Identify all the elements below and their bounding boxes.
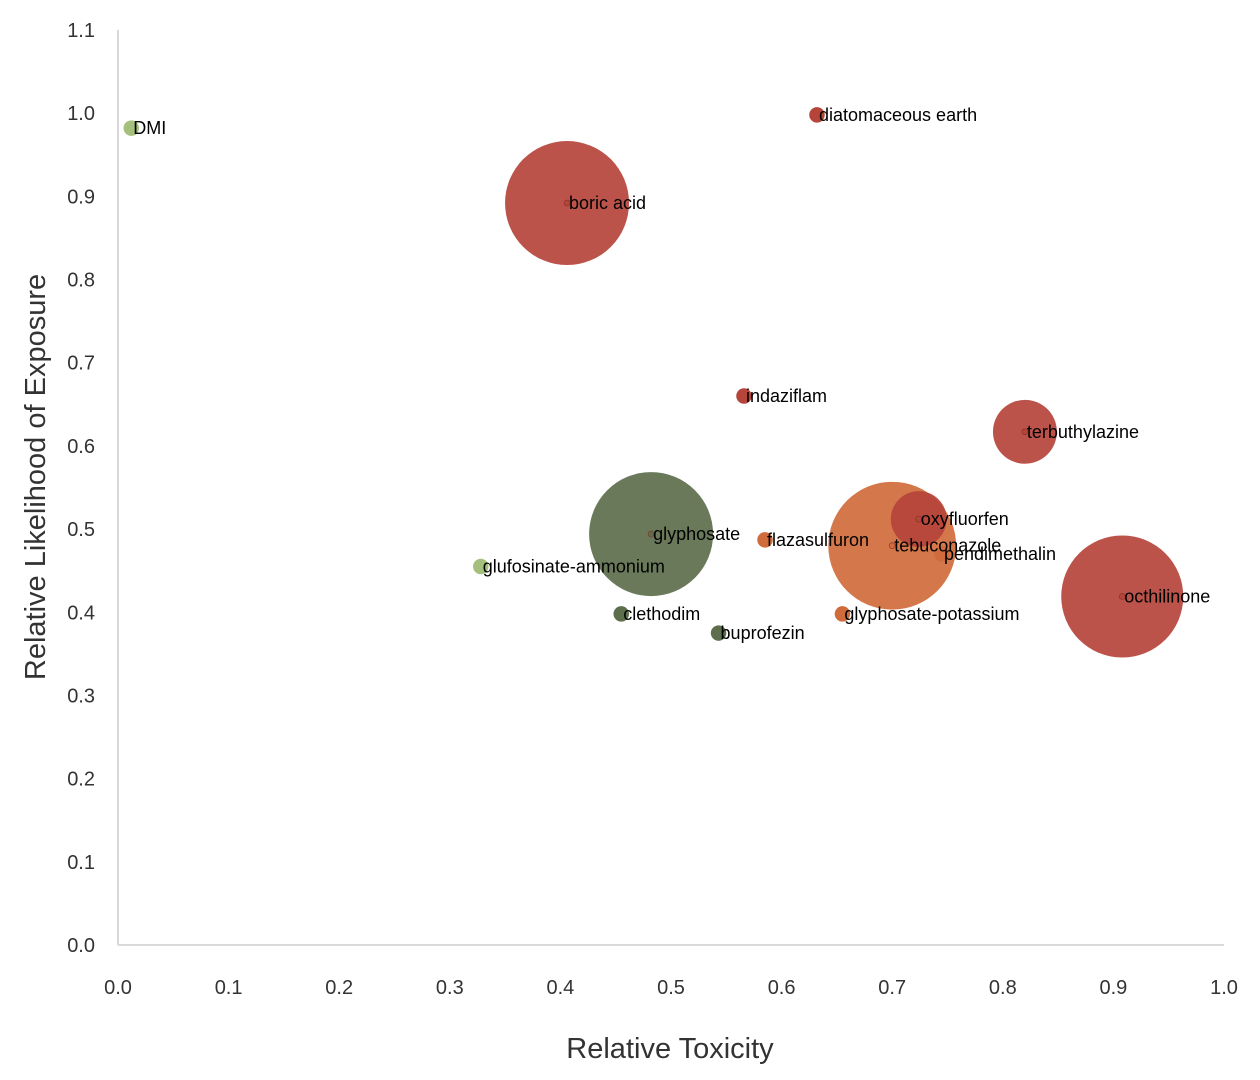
y-tick-label: 0.5 bbox=[67, 519, 95, 541]
x-tick-label: 0.5 bbox=[657, 977, 685, 999]
bubble-clethodim[interactable] bbox=[613, 606, 629, 622]
y-tick-label: 0.7 bbox=[67, 353, 95, 375]
axes bbox=[117, 30, 1224, 946]
x-tick-label: 0.7 bbox=[878, 977, 906, 999]
point-label: DMI bbox=[133, 118, 166, 138]
bubble-pendimethalin[interactable] bbox=[934, 546, 950, 562]
bubble-glyphosate-potassium[interactable] bbox=[834, 606, 851, 622]
y-tick-label: 0.9 bbox=[67, 186, 95, 208]
point-label: tebuconazole bbox=[894, 536, 1001, 556]
y-tick-label: 1.1 bbox=[67, 20, 95, 42]
point-label: pendimethalin bbox=[944, 544, 1056, 564]
x-axis-title: Relative Toxicity bbox=[566, 1033, 774, 1065]
y-tick-label: 0.6 bbox=[67, 436, 95, 458]
bubble-center-terbuthylazine bbox=[1021, 428, 1029, 436]
bubble-center-tebuconazole bbox=[888, 542, 896, 550]
y-tick-labels: 0.0 0.1 0.2 0.3 0.4 0.5 0.6 0.7 0.8 0.9 1.0 1.1 bbox=[67, 20, 95, 957]
y-tick-label: 0.1 bbox=[67, 852, 95, 874]
bubble-center-oxyfluorfen bbox=[915, 515, 923, 523]
y-tick-label: 0.3 bbox=[67, 685, 95, 707]
bubble-diatomaceous-earth[interactable] bbox=[809, 107, 825, 123]
x-tick-label: 0.0 bbox=[104, 977, 132, 999]
point-label: buprofezin bbox=[721, 623, 805, 643]
x-tick-label: 0.4 bbox=[546, 977, 574, 999]
x-tick-label: 1.0 bbox=[1210, 977, 1238, 999]
bubble-flazasulfuron[interactable] bbox=[757, 532, 773, 548]
y-tick-label: 0.4 bbox=[67, 602, 95, 624]
x-tick-labels: 0.0 0.1 0.2 0.3 0.4 0.5 0.6 0.7 0.8 0.9 1.0 bbox=[104, 977, 1238, 999]
y-tick-label: 1.0 bbox=[67, 103, 95, 125]
bubble-center-glyphosate bbox=[647, 530, 655, 538]
y-tick-label: 0.2 bbox=[67, 769, 95, 791]
point-label: clethodim bbox=[623, 604, 700, 624]
bubble-DMI[interactable] bbox=[123, 120, 140, 136]
point-label: terbuthylazine bbox=[1027, 422, 1139, 442]
x-tick-label: 0.2 bbox=[325, 977, 353, 999]
point-label: glyphosate-potassium bbox=[844, 604, 1019, 624]
bubble-buprofezin[interactable] bbox=[710, 625, 727, 641]
bubble-indaziflam[interactable] bbox=[736, 388, 752, 404]
point-label: glyphosate bbox=[653, 524, 740, 544]
x-tick-label: 0.1 bbox=[215, 977, 243, 999]
y-axis-title: Relative Likelihood of Exposure bbox=[20, 274, 52, 680]
x-tick-label: 0.8 bbox=[989, 977, 1017, 999]
x-tick-label: 0.3 bbox=[436, 977, 464, 999]
x-tick-label: 0.9 bbox=[1099, 977, 1127, 999]
point-label: boric acid bbox=[569, 193, 646, 213]
point-labels: DMI diatomaceous earth boric acid indazifla… bbox=[133, 105, 1210, 643]
bubble-center-boric-acid bbox=[563, 199, 571, 207]
y-tick-label: 0.8 bbox=[67, 270, 95, 292]
point-label: glufosinate-ammonium bbox=[483, 557, 665, 577]
y-tick-label: 0.0 bbox=[67, 935, 95, 957]
bubble-glufosinate-ammonium[interactable] bbox=[473, 558, 489, 575]
point-label: flazasulfuron bbox=[767, 530, 869, 550]
point-label: indaziflam bbox=[746, 386, 827, 406]
point-label: diatomaceous earth bbox=[819, 105, 977, 125]
x-tick-label: 0.6 bbox=[768, 977, 796, 999]
bubble-center-octhilinone bbox=[1118, 593, 1126, 600]
point-label: oxyfluorfen bbox=[921, 509, 1009, 529]
bubble-center-dots bbox=[563, 199, 1126, 600]
point-label: octhilinone bbox=[1124, 586, 1210, 606]
